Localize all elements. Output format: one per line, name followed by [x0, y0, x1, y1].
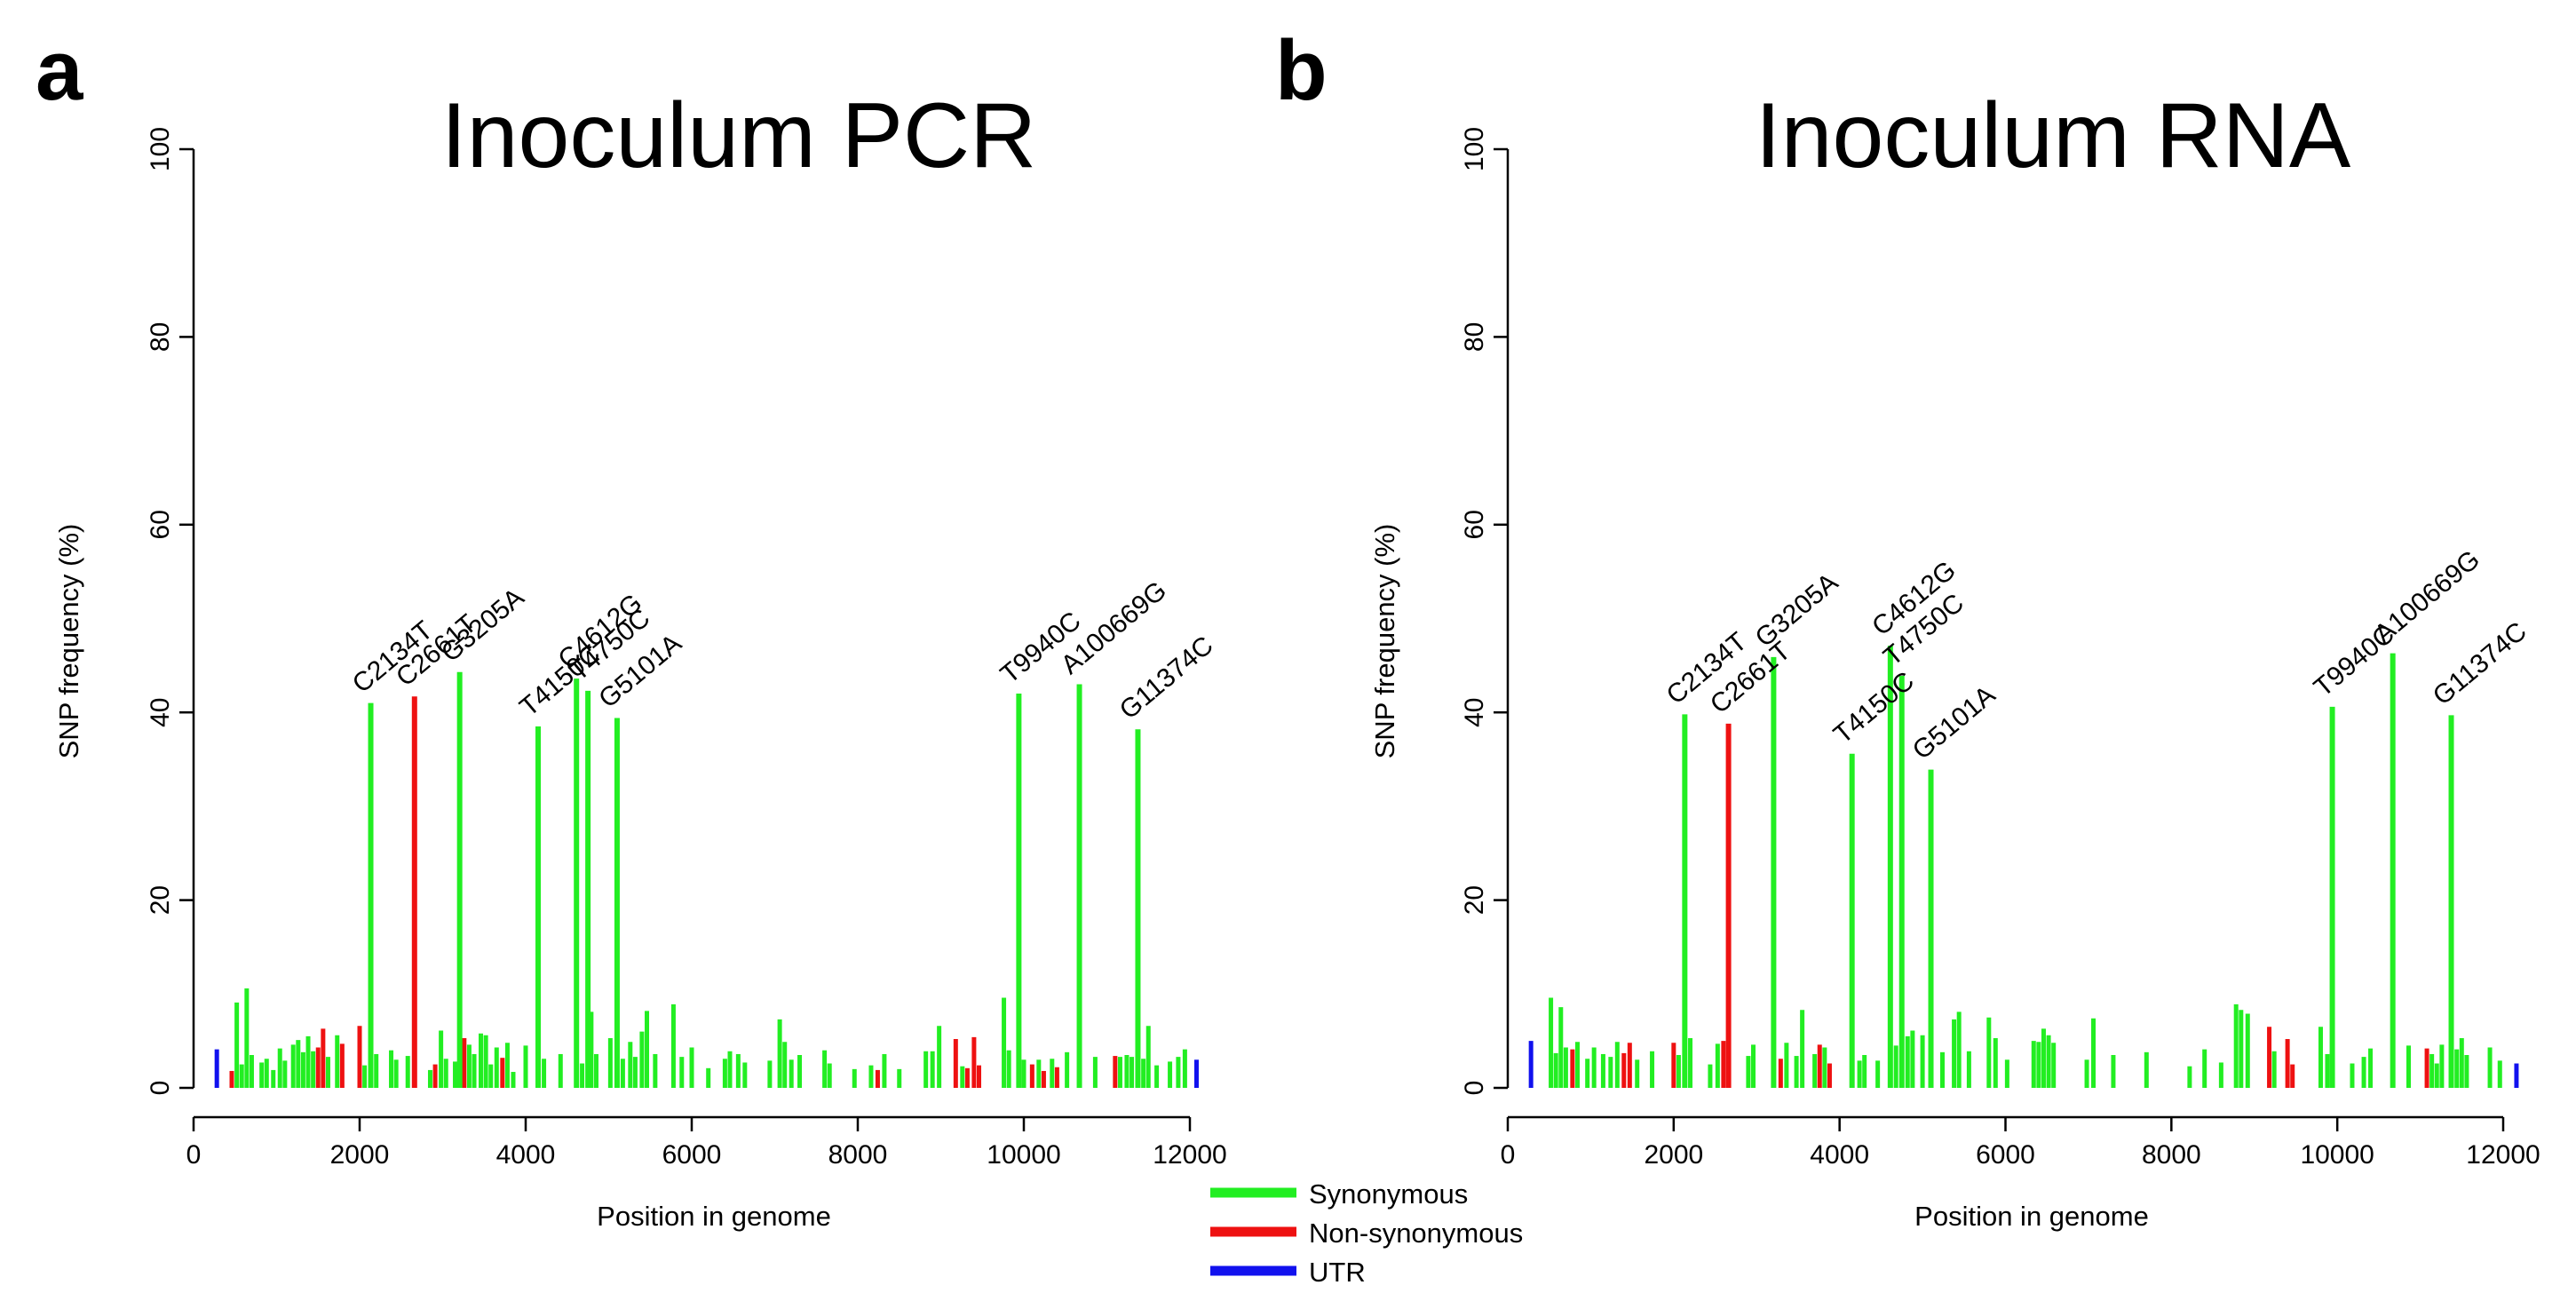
snp-label-a100669g: A100669G	[2369, 544, 2485, 648]
panel-a-label: a	[36, 23, 83, 118]
x-tick-label: 10000	[987, 1140, 1060, 1170]
x-tick-label: 4000	[1810, 1140, 1869, 1170]
x-tick-label: 8000	[828, 1140, 888, 1170]
y-tick-label: 80	[1460, 322, 1489, 352]
panel-b-label: b	[1275, 23, 1328, 118]
panel-a-y-axis-label: SNP frequency (%)	[53, 524, 84, 759]
snp-label-g11374c: G11374C	[1114, 631, 1219, 725]
y-tick-label: 100	[146, 127, 175, 171]
y-tick-label: 60	[1460, 510, 1489, 539]
panel-b-y-axis-label: SNP frequency (%)	[1369, 524, 1400, 759]
x-tick-label: 0	[186, 1140, 202, 1170]
y-tick-label: 20	[146, 885, 175, 915]
y-tick-label: 0	[146, 1081, 175, 1096]
x-tick-label: 6000	[662, 1140, 722, 1170]
x-tick-label: 10000	[2300, 1140, 2374, 1170]
y-tick-label: 100	[1460, 127, 1489, 171]
y-tick-label: 80	[146, 322, 175, 352]
panel-b-axes: 0 20 40 60 80 100 0 2000 4000 6000 8000 10000 12000	[1460, 127, 2540, 1170]
panel-b-x-axis-label: Position in genome	[1914, 1201, 2149, 1232]
panel-a: a Inoculum PCR SNP frequency (%) Positio…	[36, 23, 1227, 1232]
panel-b: b Inoculum RNA SNP frequency (%) Positio…	[1275, 23, 2540, 1232]
panel-a-axes: 0 20 40 60 80 100 0 2000 4000 6000 8000 10000 12000	[146, 127, 1227, 1170]
x-tick-label: 8000	[2142, 1140, 2201, 1170]
x-tick-label: 12000	[1153, 1140, 1226, 1170]
y-tick-label: 40	[1460, 698, 1489, 727]
panel-b-title: Inoculum RNA	[1756, 84, 2351, 187]
panel-a-snp-labels: C2134TC2661TG3205AT4150CC4612GT4750CG510…	[347, 575, 1219, 725]
snp-label-g5101a: G5101A	[1907, 680, 2001, 766]
y-tick-label: 0	[1460, 1081, 1489, 1096]
panel-a-title: Inoculum PCR	[441, 84, 1036, 187]
panel-a-x-axis-label: Position in genome	[597, 1201, 831, 1232]
legend: Synonymous Non-synonymous UTR	[1210, 1178, 1523, 1288]
snp-label-g11374c: G11374C	[2428, 616, 2532, 710]
panel-b-snp-labels: C2134TC2661TG3205AT4150CC4612GT4750CG510…	[1661, 544, 2532, 766]
legend-label-non-synonymous: Non-synonymous	[1309, 1218, 1523, 1249]
legend-label-utr: UTR	[1309, 1257, 1366, 1288]
x-tick-label: 4000	[496, 1140, 556, 1170]
x-tick-label: 12000	[2466, 1140, 2540, 1170]
legend-label-synonymous: Synonymous	[1309, 1178, 1468, 1210]
snp-label-t4150c: T4150C	[1828, 666, 1920, 750]
panel-b-bars	[1528, 646, 2519, 1088]
snp-label-g3205a: G3205A	[1750, 567, 1844, 653]
y-tick-label: 40	[146, 698, 175, 727]
panel-a-bars	[214, 671, 1199, 1088]
x-tick-label: 0	[1501, 1140, 1516, 1170]
x-tick-label: 6000	[1976, 1140, 2035, 1170]
y-tick-label: 60	[146, 510, 175, 539]
x-tick-label: 2000	[330, 1140, 390, 1170]
x-tick-label: 2000	[1644, 1140, 1703, 1170]
y-tick-label: 20	[1460, 885, 1489, 915]
